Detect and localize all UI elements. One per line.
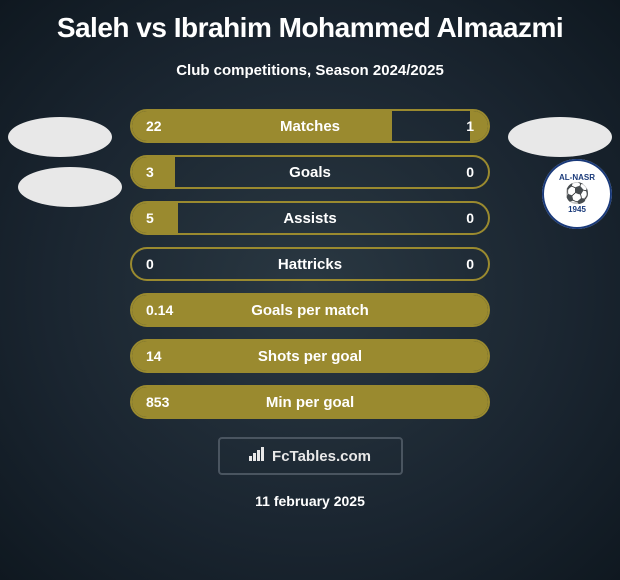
footer-date: 11 february 2025	[0, 493, 620, 509]
brand-badge: FcTables.com	[218, 437, 403, 475]
stat-row: 22Matches1	[130, 109, 490, 143]
stat-value-right: 0	[466, 210, 474, 226]
stat-row: 14Shots per goal	[130, 339, 490, 373]
player-right-avatar	[508, 117, 612, 157]
brand-text: FcTables.com	[272, 448, 371, 465]
stats-container: 22Matches13Goals05Assists00Hattricks00.1…	[130, 109, 490, 419]
club-right-name: AL-NASR	[559, 173, 595, 182]
club-right-logo: AL-NASR ⚽ 1945	[542, 159, 612, 229]
stat-row: 0.14Goals per match	[130, 293, 490, 327]
stat-label: Shots per goal	[132, 348, 488, 365]
stat-value-right: 0	[466, 256, 474, 272]
stat-row: 5Assists0	[130, 201, 490, 235]
club-right-year: 1945	[568, 205, 586, 214]
player-left-avatar	[8, 117, 112, 157]
stat-label: Goals per match	[132, 302, 488, 319]
stat-label: Goals	[132, 164, 488, 181]
page-title: Saleh vs Ibrahim Mohammed Almaazmi	[0, 0, 620, 44]
stat-row: 3Goals0	[130, 155, 490, 189]
stat-row: 0Hattricks0	[130, 247, 490, 281]
stat-label: Min per goal	[132, 394, 488, 411]
comparison-content: AL-NASR ⚽ 1945 22Matches1 3Goals0 5Assists…	[0, 109, 620, 419]
stat-label: Assists	[132, 210, 488, 227]
stat-value-right: 1	[466, 118, 474, 134]
stat-row: 853Min per goal	[130, 385, 490, 419]
stat-value-right: 0	[466, 164, 474, 180]
club-left-logo	[18, 167, 122, 207]
chart-icon	[249, 447, 267, 466]
page-subtitle: Club competitions, Season 2024/2025	[0, 62, 620, 79]
stat-label: Matches	[132, 118, 488, 135]
stat-label: Hattricks	[132, 256, 488, 273]
soccer-ball-icon: ⚽	[559, 184, 595, 204]
